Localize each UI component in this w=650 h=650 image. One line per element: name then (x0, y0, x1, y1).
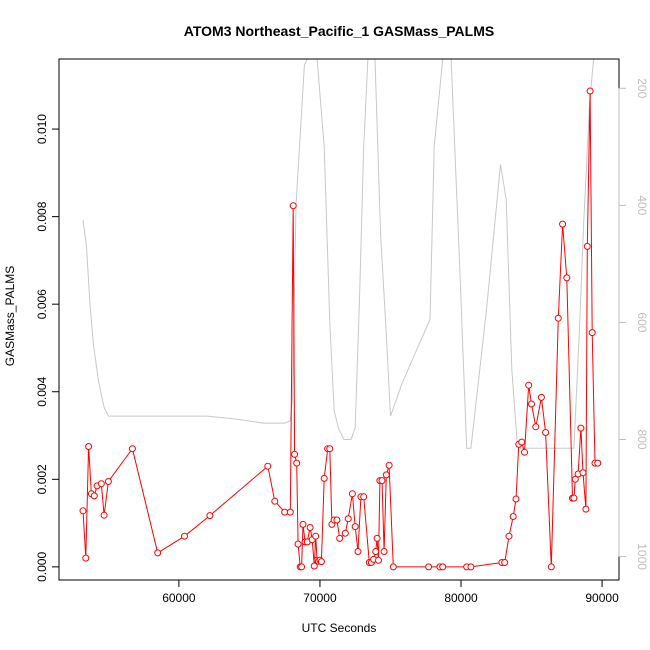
data-point (289, 202, 297, 210)
data-point (351, 523, 359, 531)
x-tick-label: 70000 (303, 591, 337, 605)
data-point (317, 558, 325, 566)
data-point (528, 400, 535, 408)
data-point (100, 511, 108, 519)
data-point (425, 563, 433, 571)
data-point (154, 549, 162, 557)
data-point (286, 508, 294, 516)
data-point (336, 534, 344, 542)
y-tick-label: 0.000 (35, 552, 49, 582)
data-point (264, 462, 272, 470)
data-point (271, 497, 279, 505)
data-point (294, 540, 302, 548)
data-point (373, 534, 381, 542)
data-point (306, 524, 314, 531)
y-tick-label: 0.002 (35, 464, 49, 494)
x-tick-label: 90000 (585, 591, 619, 605)
data-point (79, 507, 87, 515)
secondary-y-axis: 200 400 600 800 1000 (618, 78, 649, 570)
data-point (181, 532, 188, 540)
secondary-y-tick-label: 800 (635, 429, 649, 449)
data-point (582, 505, 590, 513)
data-point (583, 242, 591, 250)
data-point (341, 529, 349, 537)
data-point (344, 515, 352, 523)
data-point (97, 480, 105, 488)
data-point (360, 493, 368, 501)
data-point (389, 563, 397, 571)
data-point (293, 459, 301, 467)
data-point (354, 548, 362, 555)
data-point (512, 495, 520, 503)
data-point (82, 554, 90, 562)
data-point (298, 563, 306, 571)
data-point (505, 532, 513, 540)
data-point (532, 423, 540, 431)
data-point (521, 448, 528, 456)
data-point (586, 87, 594, 95)
data-point (128, 445, 136, 453)
data-point (554, 314, 562, 322)
y-axis: 0.000 0.002 0.004 0.006 0.008 0.010 (35, 114, 60, 582)
data-point (380, 548, 388, 555)
data-point (563, 274, 571, 282)
secondary-y-tick-label: 1000 (635, 543, 649, 570)
x-axis-label: UTC Seconds (302, 621, 377, 635)
secondary-y-tick-label: 400 (635, 195, 649, 215)
data-point (501, 559, 509, 566)
data-point (375, 556, 382, 564)
data-point (348, 490, 356, 498)
y-tick-label: 0.004 (35, 376, 49, 406)
data-point (385, 461, 393, 469)
data-point (378, 477, 386, 485)
data-point (333, 516, 341, 524)
x-tick-label: 60000 (162, 591, 196, 605)
data-point (291, 450, 299, 458)
data-point (85, 443, 93, 450)
data-point (537, 393, 545, 401)
x-axis: 60000 70000 80000 90000 (162, 579, 619, 605)
data-point (299, 520, 307, 528)
data-point (90, 492, 98, 500)
data-point (525, 381, 533, 389)
data-point (467, 563, 475, 571)
data-point (312, 532, 320, 540)
data-point (206, 512, 214, 520)
data-point (547, 563, 555, 571)
data-point (579, 469, 587, 477)
data-point (320, 474, 328, 482)
y-tick-label: 0.010 (35, 114, 49, 144)
data-point (571, 475, 579, 483)
y-tick-label: 0.008 (35, 201, 49, 231)
data-point (372, 548, 380, 555)
data-point (104, 478, 112, 485)
data-point (310, 562, 318, 570)
data-point (577, 424, 585, 432)
data-point (509, 513, 517, 520)
data-point (326, 445, 334, 453)
secondary-y-tick-label: 600 (635, 312, 649, 332)
y-tick-label: 0.006 (35, 289, 49, 319)
data-point (542, 429, 550, 436)
data-point (518, 438, 526, 446)
x-tick-label: 80000 (444, 591, 478, 605)
data-point (594, 459, 602, 467)
data-point (588, 329, 596, 337)
data-point (559, 220, 567, 228)
secondary-y-tick-label: 200 (635, 78, 649, 98)
y-axis-label: GASMass_PALMS (3, 266, 17, 366)
primary-series-layer (79, 87, 602, 571)
chart-title: ATOM3 Northeast_Pacific_1 GASMass_PALMS (184, 23, 494, 39)
data-point (382, 471, 390, 479)
data-point (439, 563, 447, 571)
data-point (570, 494, 578, 502)
